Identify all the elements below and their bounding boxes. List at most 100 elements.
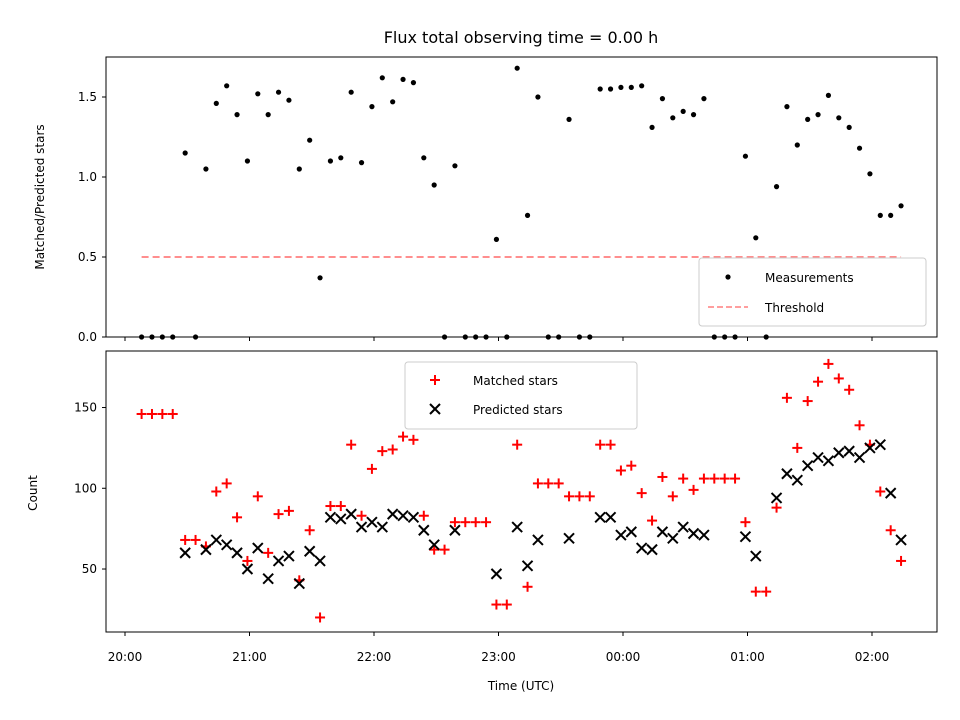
matched-stars-point (688, 484, 699, 495)
predicted-stars-point (272, 555, 285, 567)
matched-stars-point (605, 439, 616, 450)
predicted-stars-point (252, 542, 264, 554)
matched-stars-point (167, 408, 178, 419)
measurement-point (244, 158, 251, 164)
matched-stars-point (896, 555, 907, 566)
matched-stars-point (180, 534, 191, 545)
matched-stars-point (875, 486, 886, 497)
matched-stars-point (232, 512, 243, 523)
measurement-point (856, 145, 863, 151)
x-tick-label: 23:00 (481, 650, 516, 664)
matched-stars-point (636, 488, 647, 499)
measurement-point (846, 124, 852, 130)
predicted-stars-point (376, 521, 389, 533)
measurement-point (213, 100, 219, 106)
matched-stars-point (315, 612, 326, 623)
predicted-stars-point (853, 451, 866, 464)
predicted-stars-point (739, 531, 752, 543)
matched-stars-point (522, 581, 533, 592)
matched-stars-point (595, 439, 606, 450)
measurement-point (825, 92, 832, 98)
predicted-stars-point (895, 534, 907, 546)
matched-stars-point (460, 517, 471, 528)
measurement-point (431, 182, 437, 188)
bottom-y-tick-label: 150 (74, 401, 97, 415)
matched-stars-point (408, 434, 419, 445)
predicted-stars-point (490, 568, 503, 580)
measurement-point (597, 86, 603, 92)
measurement-point (680, 108, 686, 114)
measurement-point (773, 184, 780, 190)
predicted-stars-point (594, 511, 606, 524)
predicted-stars-point (355, 521, 368, 533)
matched-stars-point (366, 463, 377, 474)
bottom-legend: Matched stars Predicted stars (404, 361, 638, 430)
predicted-stars-point (677, 521, 689, 533)
matched-stars-legend-label: Matched stars (473, 374, 558, 388)
matched-stars-point (304, 525, 315, 536)
matched-stars-point (802, 396, 813, 407)
predicted-stars-point (303, 545, 316, 557)
top-x-ticks (124, 337, 873, 341)
measurement-point (358, 160, 365, 166)
measurement-point (607, 86, 614, 92)
matched-stars-point (761, 586, 772, 597)
measurements-legend-label: Measurements (765, 271, 854, 285)
bottom-plot-frame (105, 350, 938, 633)
predicted-stars-point (262, 572, 274, 585)
matched-stars-point (470, 517, 481, 528)
top-y-axis-label: Matched/Predicted stars (33, 124, 47, 269)
bottom-panel: Count Time (UTC) 50 100 150 20:00 21:00 22:0… (26, 350, 938, 693)
predicted-stars-point (366, 516, 378, 528)
measurement-point (659, 96, 666, 102)
x-tick-label: 01:00 (730, 650, 765, 664)
measurement-point (182, 150, 188, 156)
matched-stars-point (242, 555, 253, 566)
matched-stars-point (157, 408, 168, 419)
x-tick-label: 00:00 (606, 650, 641, 664)
measurement-point (379, 75, 385, 81)
measurement-point (618, 84, 624, 90)
predicted-stars-point (324, 511, 337, 524)
predicted-stars-point (874, 438, 887, 451)
measurement-point (317, 275, 323, 281)
matched-stars-point (221, 478, 232, 489)
matched-stars-point (273, 509, 284, 520)
predicted-stars-point (750, 550, 762, 562)
predicted-stars-point (770, 492, 783, 504)
predicted-stars-point (449, 524, 461, 536)
predicted-stars-legend-marker (429, 403, 441, 415)
measurement-point (369, 104, 375, 110)
matched-stars-point (429, 544, 440, 555)
predicted-stars-point (231, 547, 243, 559)
predicted-stars-point (511, 521, 523, 533)
matched-stars-point (615, 465, 626, 476)
measurement-point (670, 115, 676, 121)
top-panel: Flux total observing time = 0.00 h Match… (33, 28, 938, 344)
top-y-tick-label: 0.5 (78, 250, 97, 264)
bottom-y-axis-label: Count (26, 475, 40, 511)
measurement-point (898, 203, 904, 209)
bottom-plot-marks (136, 358, 907, 623)
matched-stars-point (844, 384, 855, 395)
top-legend-box (698, 257, 927, 327)
measurement-point (348, 89, 354, 95)
matched-stars-point (283, 505, 294, 516)
bottom-x-axis-label: Time (UTC) (487, 679, 554, 693)
matched-stars-point (823, 358, 834, 369)
measurement-point (836, 115, 842, 121)
matched-stars-point (750, 586, 761, 597)
matched-stars-point (136, 408, 147, 419)
predicted-stars-point (345, 508, 357, 520)
x-tick-label: 20:00 (108, 650, 143, 664)
matched-stars-point (211, 486, 222, 497)
matched-stars-point (854, 420, 865, 431)
measurement-point (307, 137, 313, 143)
predicted-stars-point (801, 459, 814, 472)
matched-stars-point (584, 491, 595, 502)
measurement-point (255, 91, 261, 97)
matched-stars-point (190, 534, 201, 545)
predicted-stars-point (656, 526, 669, 538)
matched-stars-point (709, 473, 720, 484)
predicted-stars-point (687, 527, 700, 540)
